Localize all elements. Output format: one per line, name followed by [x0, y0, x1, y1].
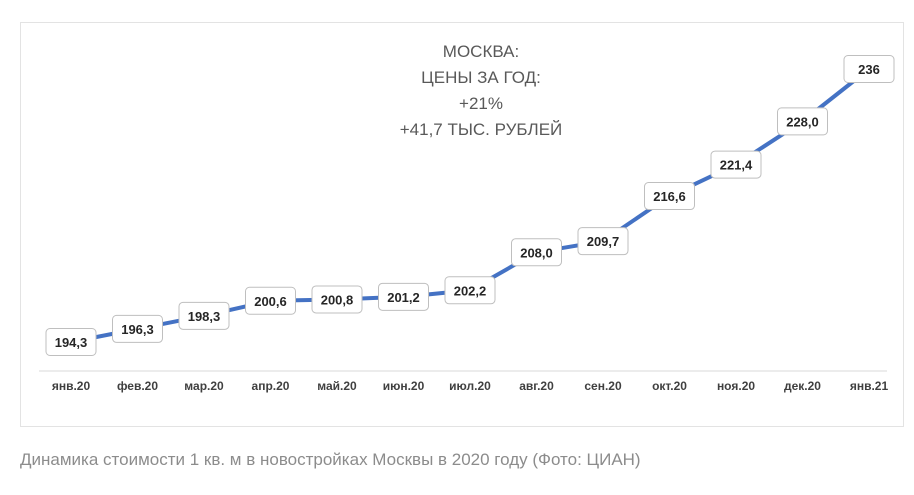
- x-tick-label: мар.20: [184, 379, 224, 393]
- data-label: 196,3: [112, 314, 163, 343]
- data-label-box: [245, 286, 296, 315]
- data-label-box: [45, 328, 97, 356]
- x-tick-label: дек.20: [784, 379, 821, 393]
- data-label-box: [511, 238, 562, 267]
- data-label: 221,4: [710, 150, 762, 179]
- data-label-text: 200,6: [254, 294, 287, 309]
- data-label: 216,6: [644, 182, 695, 211]
- data-label: 209,7: [577, 227, 629, 256]
- data-label: 200,8: [311, 285, 363, 314]
- x-tick-label: янв.21: [850, 379, 889, 393]
- image-caption: Динамика стоимости 1 кв. м в новостройка…: [20, 450, 641, 469]
- data-label-box: [843, 55, 895, 83]
- data-label-text: 196,3: [121, 322, 154, 337]
- x-tick-label: апр.20: [252, 379, 290, 393]
- data-label: 198,3: [178, 301, 230, 330]
- data-label: 200,6: [245, 286, 296, 315]
- data-label: 194,3: [45, 328, 97, 356]
- data-label-text: 202,2: [454, 283, 487, 298]
- data-label-text: 216,6: [653, 189, 686, 204]
- data-label-box: [112, 314, 163, 343]
- data-label-text: 200,8: [321, 292, 354, 307]
- x-tick-label: июл.20: [449, 379, 491, 393]
- data-label-box: [178, 301, 230, 330]
- chart-title-line-2: ЦЕНЫ ЗА ГОД:: [421, 68, 541, 87]
- x-tick-label: июн.20: [383, 379, 425, 393]
- data-label-text: 228,0: [786, 114, 819, 129]
- x-tick-label: окт.20: [652, 379, 687, 393]
- data-label-text: 209,7: [587, 234, 620, 249]
- data-label-box: [311, 285, 363, 314]
- data-label-text: 221,4: [720, 158, 753, 173]
- data-label-text: 198,3: [188, 309, 221, 324]
- data-label-box: [444, 276, 496, 305]
- x-tick-label: май.20: [317, 379, 357, 393]
- data-label-text: 194,3: [55, 335, 88, 350]
- data-label-text: 201,2: [387, 290, 420, 305]
- chart-frame: 194,3 196,3 198,3 200,6 200,8 201,2 202,2 208,0…: [20, 22, 904, 427]
- x-tick-label: ноя.20: [717, 379, 755, 393]
- data-label-box: [577, 227, 629, 256]
- x-tick-label: авг.20: [519, 379, 554, 393]
- data-label: 201,2: [378, 282, 429, 311]
- data-label: 236: [843, 55, 895, 83]
- chart-title-line-4: +41,7 ТЫС. РУБЛЕЙ: [399, 120, 563, 139]
- x-tick-label: янв.20: [52, 379, 91, 393]
- data-label-box: [710, 150, 762, 179]
- data-label-text: 236: [858, 62, 880, 77]
- data-label: 202,2: [444, 276, 496, 305]
- data-label: 208,0: [511, 238, 562, 267]
- x-tick-label: сен.20: [584, 379, 622, 393]
- chart-title-line-1: МОСКВА:: [442, 42, 520, 61]
- data-label: 228,0: [777, 107, 828, 136]
- data-label-box: [378, 282, 429, 311]
- data-label-box: [777, 107, 828, 136]
- price-line-chart: 194,3 196,3 198,3 200,6 200,8 201,2 202,2 208,0…: [39, 55, 895, 393]
- data-label-box: [644, 182, 695, 211]
- data-label-text: 208,0: [520, 245, 553, 260]
- x-tick-label: фев.20: [117, 379, 158, 393]
- chart-title: МОСКВА: ЦЕНЫ ЗА ГОД: +21% +41,7 ТЫС. РУБ…: [351, 39, 611, 143]
- chart-title-line-3: +21%: [459, 94, 503, 113]
